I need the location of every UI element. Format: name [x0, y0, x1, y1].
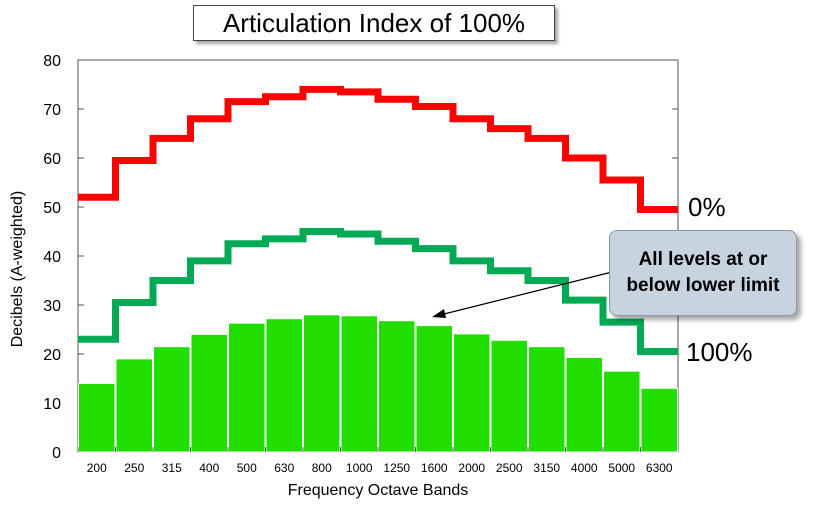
x-tick-label: 315 — [162, 461, 182, 475]
x-tick-label: 800 — [312, 461, 332, 475]
x-tick-label: 500 — [237, 461, 257, 475]
y-tick-label: 60 — [43, 151, 61, 168]
x-tick-label: 1600 — [421, 461, 448, 475]
bar-250 — [115, 358, 153, 453]
y-tick-label: 80 — [43, 53, 61, 70]
bar-5000 — [603, 370, 641, 453]
y-tick-label: 50 — [43, 200, 61, 217]
bar-1250 — [378, 320, 416, 453]
y-tick-label: 10 — [43, 396, 61, 413]
x-tick-label: 3150 — [533, 461, 560, 475]
callout-arrow-line — [439, 271, 613, 316]
series-line-lower — [78, 228, 678, 356]
series-label-lower: 100% — [686, 337, 753, 367]
series-line-upper — [78, 85, 678, 213]
x-tick-label: 630 — [274, 461, 294, 475]
x-tick-label: 5000 — [608, 461, 635, 475]
bar-800 — [303, 314, 341, 453]
y-tick-label: 40 — [43, 249, 61, 266]
x-tick-label: 250 — [124, 461, 144, 475]
x-tick-label: 1250 — [383, 461, 410, 475]
bar-3150 — [528, 346, 566, 453]
x-tick-label: 2500 — [496, 461, 523, 475]
y-tick-label: 70 — [43, 102, 61, 119]
y-tick-label: 20 — [43, 347, 61, 364]
y-tick-label: 30 — [43, 298, 61, 315]
annotation-callout: All levels at or below lower limit — [609, 230, 797, 316]
bar-315 — [153, 346, 191, 453]
bar-400 — [190, 333, 228, 453]
bar-630 — [265, 318, 303, 453]
x-tick-label: 1000 — [346, 461, 373, 475]
x-tick-label: 6300 — [646, 461, 673, 475]
bar-6300 — [640, 387, 678, 453]
chart-title: Articulation Index of 100% — [193, 5, 555, 41]
bar-2500 — [490, 339, 528, 453]
bar-2000 — [453, 333, 491, 453]
bar-4000 — [565, 356, 603, 453]
x-tick-label: 4000 — [571, 461, 598, 475]
x-tick-label: 2000 — [458, 461, 485, 475]
y-axis-label: Decibels (A-weighted) — [9, 190, 26, 348]
bar-1000 — [340, 315, 378, 453]
callout-arrow-head — [432, 309, 446, 318]
bar-1600 — [415, 325, 453, 453]
y-tick-label: 0 — [52, 445, 61, 462]
x-axis-label: Frequency Octave Bands — [287, 482, 469, 499]
bar-200 — [78, 382, 116, 453]
x-tick-label: 200 — [87, 461, 107, 475]
bar-500 — [228, 322, 266, 453]
x-tick-label: 400 — [199, 461, 219, 475]
series-label-upper: 0% — [688, 192, 726, 222]
